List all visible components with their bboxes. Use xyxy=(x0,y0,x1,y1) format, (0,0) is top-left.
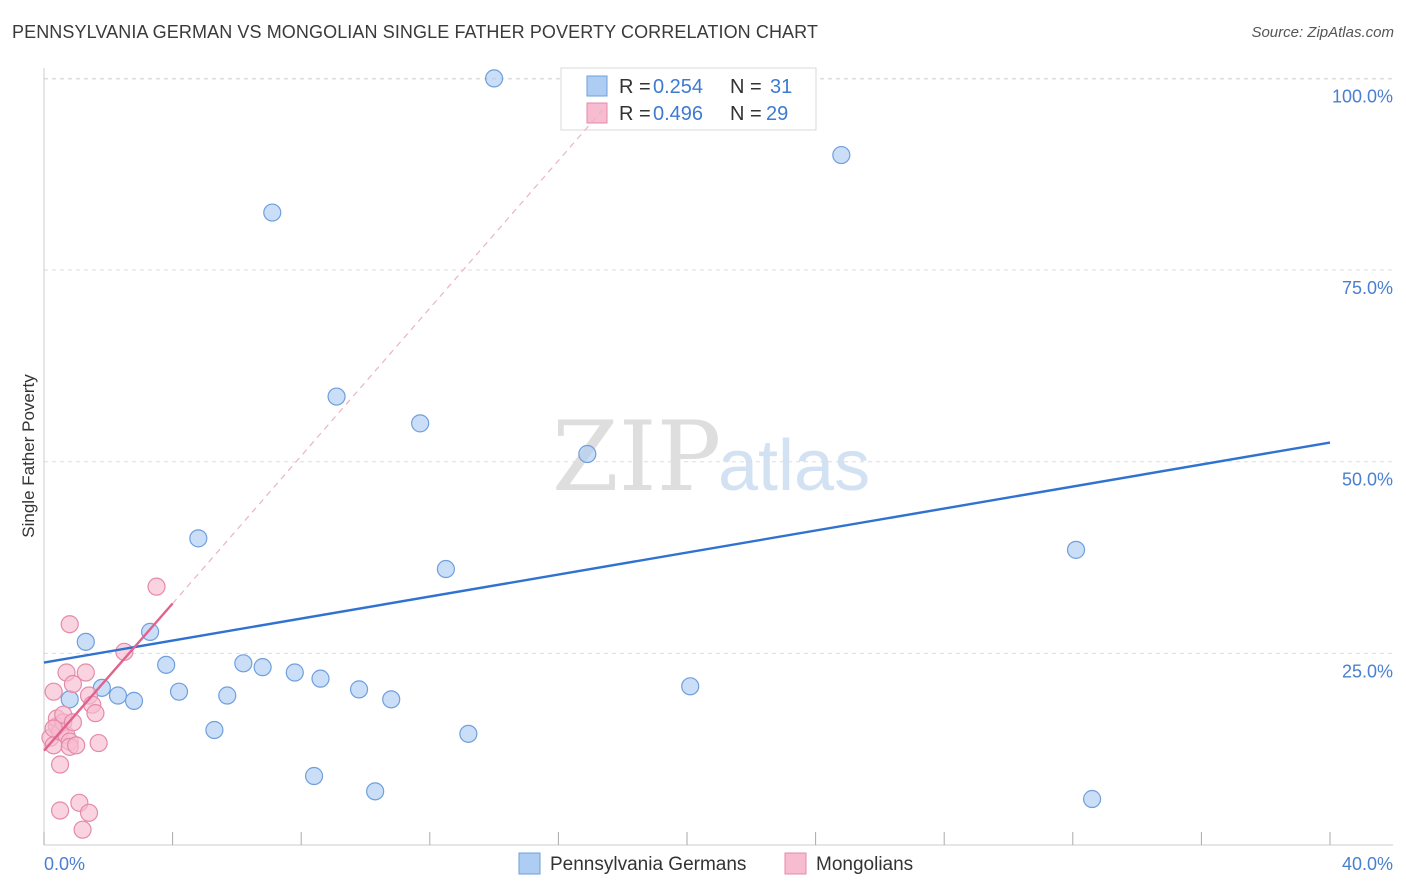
x-tick-max: 40.0% xyxy=(1342,854,1393,874)
point-pennsylvania-german-4 xyxy=(124,691,144,710)
trend-line-0 xyxy=(43,441,1331,664)
point-mongolian-5 xyxy=(50,755,70,774)
watermark-atlas: atlas xyxy=(718,426,870,506)
point-mongolian-2 xyxy=(44,682,63,701)
watermark-zip: ZIP xyxy=(552,401,721,513)
point-pennsylvania-german-11 xyxy=(234,654,253,673)
source-credit: Source: ZipAtlas.com xyxy=(1251,24,1394,41)
trend-line-1 xyxy=(43,602,174,752)
point-pennsylvania-german-7 xyxy=(169,682,189,701)
point-mongolian-17 xyxy=(60,615,79,634)
point-pennsylvania-german-12 xyxy=(253,658,272,677)
point-pennsylvania-german-25 xyxy=(578,444,597,464)
y-tick-label-100: 100.0% xyxy=(1332,86,1393,106)
trend-lines xyxy=(43,104,1331,752)
point-pennsylvania-german-28 xyxy=(1066,540,1086,559)
point-pennsylvania-german-23 xyxy=(459,724,478,743)
point-pennsylvania-german-24 xyxy=(485,69,504,88)
trend-dashed-1 xyxy=(172,104,608,604)
stats-swatch-pink xyxy=(586,102,608,124)
stats-n-value-blue: 31 xyxy=(770,76,792,98)
stats-n-label-blue: N = xyxy=(730,76,762,98)
point-pennsylvania-german-26 xyxy=(681,677,700,696)
axes xyxy=(43,68,1393,846)
point-pennsylvania-german-27 xyxy=(832,145,851,165)
legend-swatch-pennsylvania-germans xyxy=(518,852,541,875)
point-mongolian-14 xyxy=(50,801,70,820)
point-mongolian-20 xyxy=(76,663,95,682)
y-tick-label-75: 75.0% xyxy=(1342,278,1393,298)
legend-label-pennsylvania-germans: Pennsylvania Germans xyxy=(550,854,746,875)
point-pennsylvania-german-17 xyxy=(327,387,346,406)
stats-r-label-blue: R = xyxy=(619,76,651,98)
point-pennsylvania-german-13 xyxy=(263,203,282,222)
point-mongolian-13 xyxy=(67,736,86,755)
point-mongolian-16 xyxy=(63,674,83,694)
point-pennsylvania-german-19 xyxy=(366,782,385,801)
point-mongolian-28 xyxy=(89,733,108,753)
stats-r-label-pink: R = xyxy=(619,103,651,125)
stats-n-value-pink: 29 xyxy=(766,103,788,125)
point-pennsylvania-german-3 xyxy=(108,686,128,705)
point-pennsylvania-german-22 xyxy=(436,559,455,579)
y-tick-label-50: 50.0% xyxy=(1342,470,1393,490)
point-mongolian-19 xyxy=(73,820,92,839)
point-pennsylvania-german-20 xyxy=(382,690,401,709)
chart-title: PENNSYLVANIA GERMAN VS MONGOLIAN SINGLE … xyxy=(12,22,819,42)
point-mongolian-12 xyxy=(63,713,83,732)
point-pennsylvania-german-16 xyxy=(311,669,330,688)
grid-lines xyxy=(44,77,1393,654)
point-mongolian-26 xyxy=(147,577,166,596)
point-pennsylvania-german-5 xyxy=(140,622,160,641)
legend: Pennsylvania Germans Mongolians xyxy=(518,852,913,875)
legend-swatch-mongolians xyxy=(784,852,807,875)
stats-n-label-pink: N = xyxy=(730,103,762,125)
point-mongolian-21 xyxy=(79,803,99,822)
x-tick-min: 0.0% xyxy=(44,854,85,874)
stats-swatch-blue xyxy=(586,75,608,97)
point-pennsylvania-german-10 xyxy=(218,686,237,705)
point-pennsylvania-german-6 xyxy=(157,655,176,674)
y-axis-label: Single Father Poverty xyxy=(19,374,38,538)
point-pennsylvania-german-29 xyxy=(1082,789,1102,809)
y-tick-labels: 25.0% 50.0% 75.0% 100.0% xyxy=(1332,86,1393,681)
stats-r-value-pink: 0.496 xyxy=(653,103,703,125)
point-pennsylvania-german-8 xyxy=(189,529,208,548)
point-pennsylvania-german-14 xyxy=(285,663,304,682)
point-pennsylvania-german-18 xyxy=(349,680,369,699)
point-pennsylvania-german-21 xyxy=(411,414,430,433)
legend-label-mongolians: Mongolians xyxy=(816,854,913,875)
stats-box: R = 0.254 N = 31 R = 0.496 N = 29 xyxy=(560,67,817,131)
point-pennsylvania-german-0 xyxy=(60,690,79,709)
point-pennsylvania-german-1 xyxy=(76,632,95,651)
point-pennsylvania-german-15 xyxy=(304,766,324,786)
stats-r-value-blue: 0.254 xyxy=(653,76,703,98)
point-pennsylvania-german-9 xyxy=(205,720,224,740)
y-tick-label-25: 25.0% xyxy=(1342,661,1393,681)
point-mongolian-24 xyxy=(86,704,105,723)
